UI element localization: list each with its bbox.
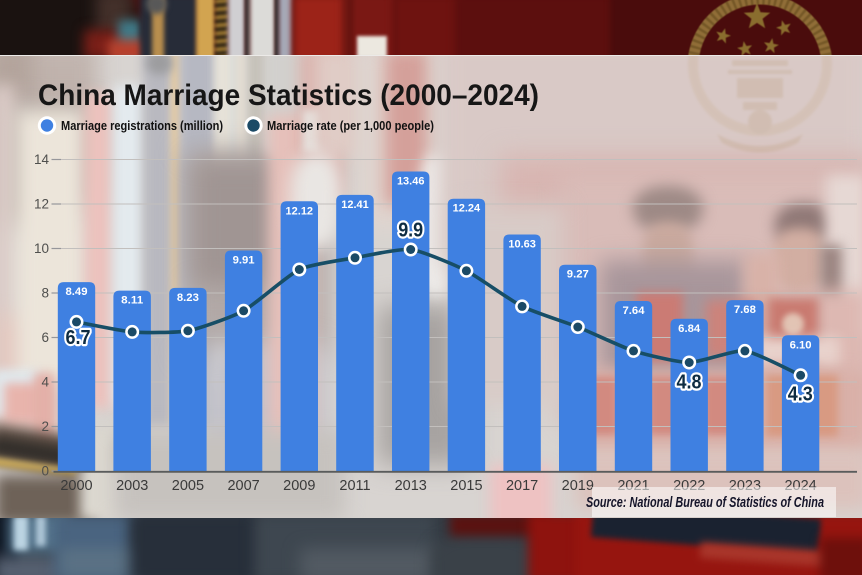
svg-text:8: 8: [41, 286, 49, 301]
svg-text:2005: 2005: [172, 478, 204, 494]
svg-text:Marriage rate (per 1,000 peopl: Marriage rate (per 1,000 people): [267, 118, 434, 133]
svg-text:8.23: 8.23: [177, 292, 199, 304]
svg-text:4: 4: [41, 375, 49, 390]
svg-text:13.46: 13.46: [397, 176, 425, 188]
svg-text:7.68: 7.68: [734, 304, 756, 316]
svg-text:10.63: 10.63: [508, 239, 536, 251]
svg-text:9.27: 9.27: [567, 269, 589, 281]
svg-text:2: 2: [41, 419, 49, 434]
svg-text:2011: 2011: [339, 478, 370, 494]
svg-text:2017: 2017: [506, 478, 538, 494]
svg-text:6.7: 6.7: [66, 327, 91, 349]
svg-text:12.24: 12.24: [453, 203, 481, 215]
svg-text:2003: 2003: [116, 478, 148, 494]
svg-text:6: 6: [41, 330, 49, 345]
svg-text:12: 12: [34, 197, 49, 212]
svg-text:6.84: 6.84: [678, 323, 701, 335]
svg-text:Source: National Bureau of Sta: Source: National Bureau of Statistics of…: [586, 494, 824, 511]
svg-text:6.10: 6.10: [790, 339, 812, 351]
svg-text:2000: 2000: [60, 478, 92, 494]
svg-text:2019: 2019: [562, 478, 594, 494]
svg-text:9.91: 9.91: [233, 255, 255, 267]
svg-text:2015: 2015: [450, 478, 482, 494]
svg-text:4.3: 4.3: [788, 384, 813, 406]
svg-text:2009: 2009: [283, 478, 315, 494]
svg-text:8.49: 8.49: [66, 286, 88, 298]
svg-text:9.9: 9.9: [398, 220, 423, 242]
svg-text:2013: 2013: [395, 478, 427, 494]
svg-text:12.12: 12.12: [286, 205, 314, 217]
svg-text:0: 0: [41, 464, 49, 479]
svg-text:7.64: 7.64: [623, 305, 646, 317]
svg-text:China Marriage Statistics (200: China Marriage Statistics (2000–2024): [38, 79, 539, 112]
svg-text:2007: 2007: [227, 478, 259, 494]
svg-text:10: 10: [34, 241, 49, 256]
svg-text:4.8: 4.8: [677, 372, 702, 394]
svg-text:12.41: 12.41: [341, 199, 369, 211]
svg-text:Marriage registrations (millio: Marriage registrations (million): [61, 118, 223, 133]
svg-text:14: 14: [34, 152, 50, 167]
svg-text:8.11: 8.11: [121, 295, 143, 307]
